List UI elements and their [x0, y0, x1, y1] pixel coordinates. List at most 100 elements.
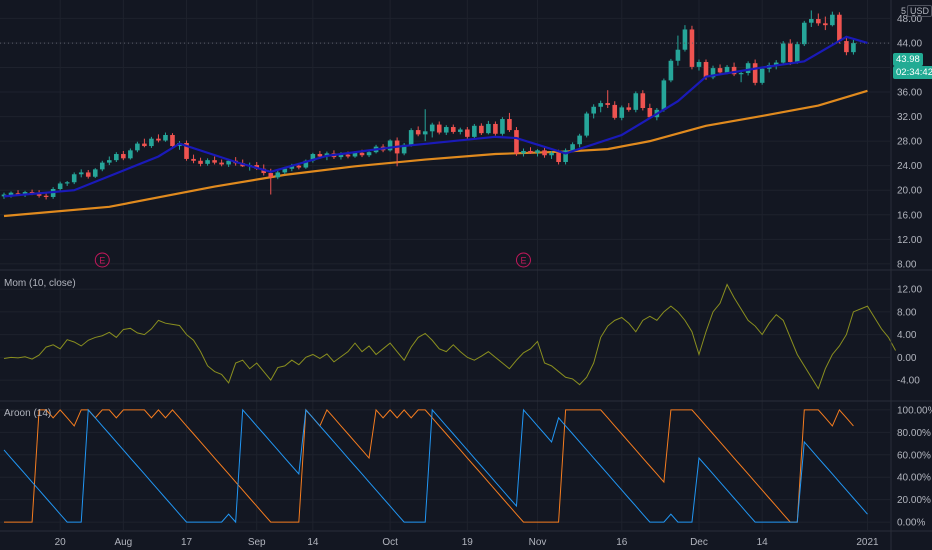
candle[interactable]: [493, 121, 498, 136]
candle[interactable]: [717, 64, 723, 75]
candle[interactable]: [830, 11, 835, 27]
candle[interactable]: [731, 62, 737, 77]
candle[interactable]: [128, 148, 133, 160]
candle[interactable]: [647, 103, 653, 120]
candle[interactable]: [78, 169, 84, 178]
candle[interactable]: [500, 117, 505, 136]
candle[interactable]: [170, 133, 175, 148]
momentum-pane[interactable]: [3, 283, 896, 390]
candle[interactable]: [472, 123, 477, 139]
candle[interactable]: [619, 105, 625, 121]
candle[interactable]: [738, 70, 744, 83]
candle[interactable]: [212, 156, 217, 165]
candle[interactable]: [387, 139, 393, 152]
candle[interactable]: [486, 120, 491, 135]
candle[interactable]: [107, 156, 112, 166]
candle[interactable]: [809, 10, 814, 27]
candle[interactable]: [591, 104, 596, 119]
candle[interactable]: [149, 136, 154, 148]
candle[interactable]: [689, 25, 695, 70]
candle[interactable]: [458, 127, 463, 135]
candle[interactable]: [114, 152, 119, 162]
candle[interactable]: [57, 181, 63, 191]
candle[interactable]: [99, 160, 105, 172]
candle[interactable]: [787, 39, 793, 66]
candle[interactable]: [71, 172, 77, 185]
candle[interactable]: [584, 111, 589, 138]
candle[interactable]: [443, 125, 449, 135]
candle[interactable]: [275, 170, 281, 180]
candle[interactable]: [710, 65, 716, 80]
candle-body: [121, 154, 126, 159]
candle[interactable]: [759, 66, 765, 85]
candle[interactable]: [661, 78, 667, 112]
candle[interactable]: [43, 192, 49, 200]
y-tick-label: 8.00: [897, 259, 917, 270]
candle[interactable]: [598, 100, 603, 113]
candle[interactable]: [696, 59, 702, 71]
candle[interactable]: [268, 168, 274, 195]
candle-body: [500, 119, 505, 134]
candle[interactable]: [92, 168, 98, 178]
candle[interactable]: [823, 16, 828, 31]
candle[interactable]: [465, 127, 470, 139]
candle[interactable]: [535, 149, 540, 157]
candle[interactable]: [479, 123, 484, 135]
candle[interactable]: [408, 128, 414, 147]
candle[interactable]: [626, 103, 632, 112]
candle[interactable]: [429, 122, 435, 138]
candle[interactable]: [142, 138, 147, 148]
candle-body: [535, 150, 540, 153]
currency-label[interactable]: USD: [907, 5, 932, 17]
candle[interactable]: [85, 169, 91, 179]
candle[interactable]: [366, 150, 372, 158]
candle[interactable]: [668, 58, 674, 83]
candle[interactable]: [219, 159, 224, 167]
earnings-mark[interactable]: E: [94, 252, 110, 268]
candle[interactable]: [163, 132, 168, 142]
candle[interactable]: [415, 126, 421, 137]
candle[interactable]: [816, 13, 821, 26]
candle[interactable]: [633, 91, 639, 113]
candle[interactable]: [156, 134, 161, 143]
candle[interactable]: [640, 90, 646, 111]
candle[interactable]: [780, 41, 786, 66]
y-tick-label: 0.00: [897, 353, 917, 364]
candle-body: [801, 22, 807, 45]
candle[interactable]: [612, 101, 618, 120]
candle[interactable]: [135, 141, 140, 153]
candle[interactable]: [801, 20, 807, 47]
candle[interactable]: [184, 140, 189, 161]
scale-mode-label[interactable]: 5: [901, 6, 907, 16]
candle[interactable]: [191, 154, 196, 164]
candle[interactable]: [675, 35, 681, 66]
candle[interactable]: [521, 148, 526, 157]
candle[interactable]: [682, 25, 688, 52]
candle[interactable]: [422, 109, 428, 142]
candle[interactable]: [542, 147, 547, 158]
candle[interactable]: [450, 124, 456, 134]
candle[interactable]: [563, 148, 568, 165]
candle[interactable]: [436, 121, 442, 135]
candle[interactable]: [64, 181, 70, 186]
candle[interactable]: [528, 147, 533, 155]
aroon-pane[interactable]: [3, 408, 868, 524]
candle[interactable]: [745, 61, 751, 76]
candle[interactable]: [514, 127, 519, 156]
candle[interactable]: [549, 150, 554, 159]
candle[interactable]: [507, 112, 512, 132]
candle[interactable]: [794, 41, 800, 64]
candle-body: [851, 43, 856, 53]
candle[interactable]: [198, 157, 203, 167]
candle[interactable]: [205, 158, 210, 166]
candle[interactable]: [851, 39, 856, 55]
candle[interactable]: [577, 133, 582, 148]
candle[interactable]: [752, 59, 758, 86]
candle[interactable]: [121, 150, 126, 161]
candle[interactable]: [837, 12, 842, 44]
earnings-mark[interactable]: E: [515, 252, 531, 268]
candle[interactable]: [844, 38, 849, 56]
candle[interactable]: [605, 90, 611, 108]
